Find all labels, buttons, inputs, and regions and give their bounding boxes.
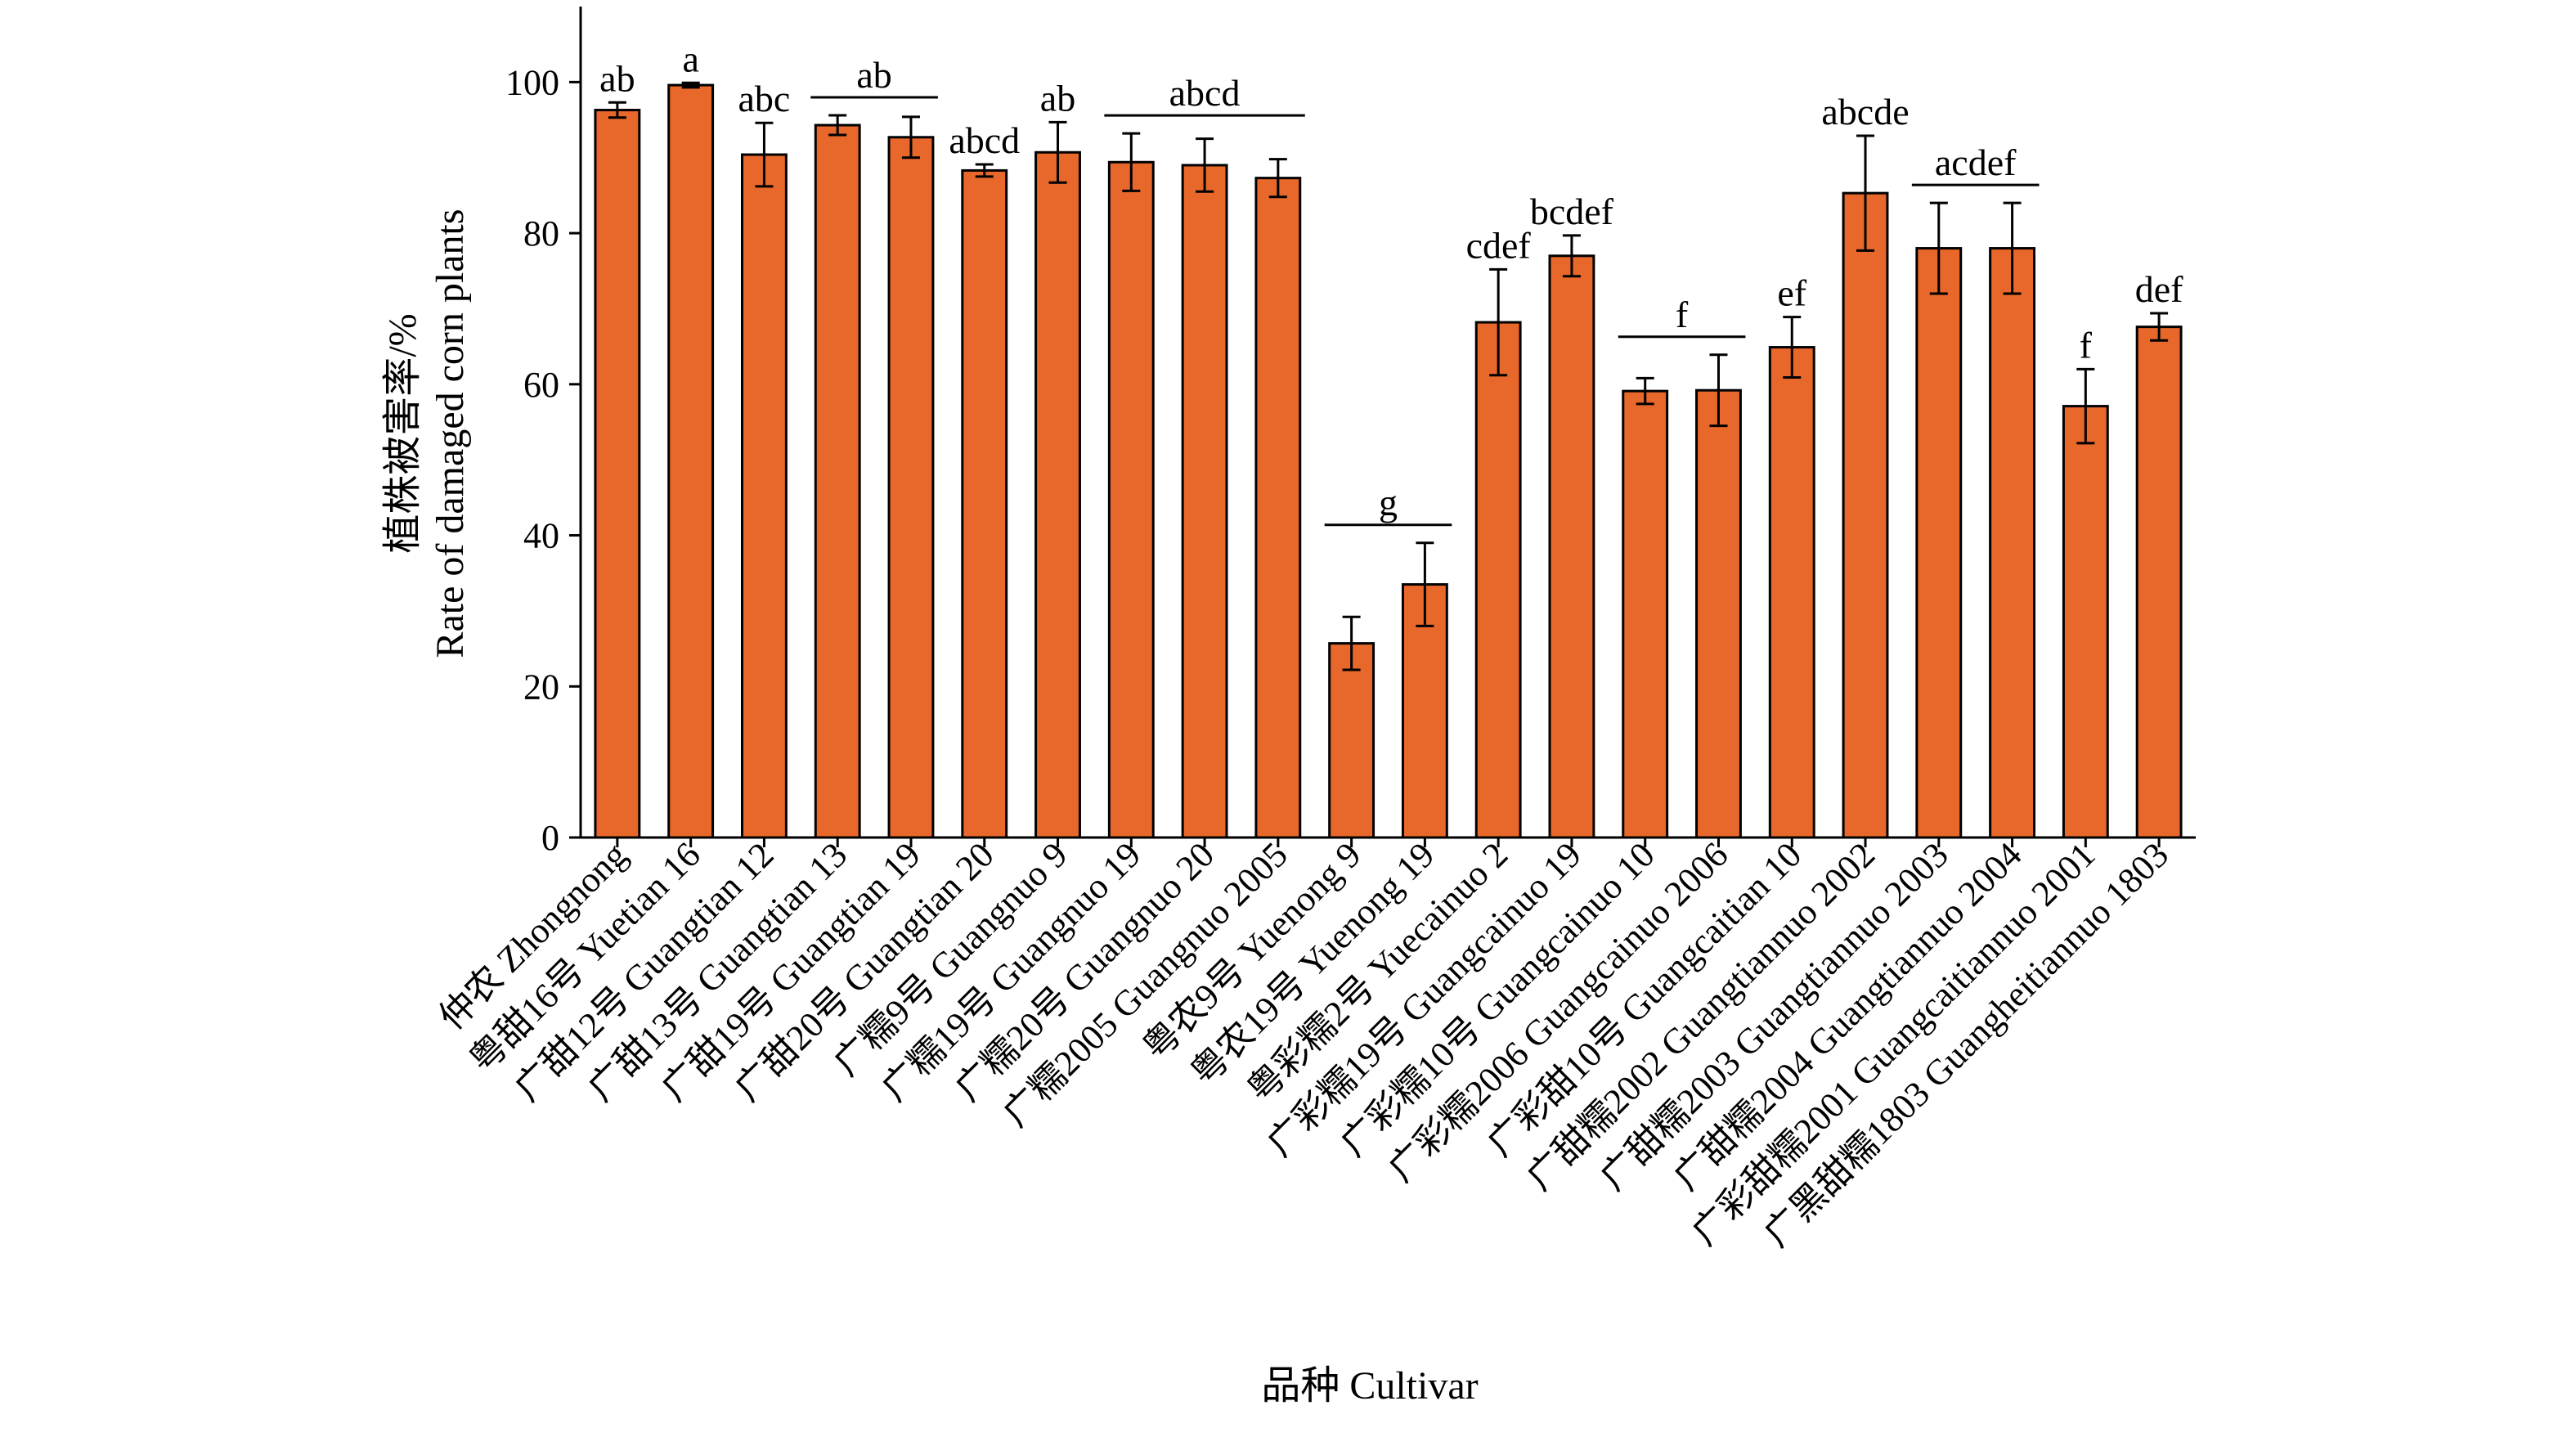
- error-bar: [1856, 134, 1875, 252]
- error-bar: [2150, 312, 2169, 342]
- significance-letter: f: [1676, 294, 1689, 335]
- significance-group: f: [2080, 324, 2093, 366]
- bar: [594, 109, 641, 839]
- bar: [741, 153, 788, 839]
- error-bar: [2076, 367, 2095, 445]
- y-axis-title-chinese: 植株被害率/%: [381, 313, 424, 553]
- significance-letter: abc: [738, 78, 791, 119]
- error-bars-layer: [608, 81, 2169, 671]
- significance-group: g: [1324, 482, 1452, 527]
- error-bar: [975, 163, 994, 178]
- significance-letter: abcd: [1169, 72, 1241, 114]
- y-tick-label: 60: [523, 365, 559, 405]
- bar: [1181, 164, 1228, 839]
- significance-letter: def: [2135, 268, 2183, 310]
- error-bar: [1342, 615, 1361, 671]
- error-bar: [1783, 316, 1802, 379]
- significance-group: abcd: [1104, 72, 1305, 117]
- bar: [1328, 642, 1376, 839]
- significance-letter: ef: [1777, 272, 1806, 314]
- y-tick-label: 0: [541, 818, 559, 858]
- significance-letter: ab: [599, 57, 635, 99]
- bar: [1034, 150, 1081, 839]
- bar: [2062, 405, 2109, 839]
- bar: [1474, 321, 1522, 839]
- significance-group: def: [2135, 268, 2183, 310]
- significance-group: abcd: [949, 119, 1020, 161]
- significance-letter: g: [1379, 482, 1398, 523]
- error-bar: [901, 115, 920, 159]
- significance-group: a: [682, 38, 698, 79]
- significance-group: abc: [738, 78, 791, 119]
- error-bar: [828, 114, 847, 137]
- significance-group: ef: [1777, 272, 1806, 314]
- bar: [667, 83, 715, 839]
- error-bar: [1929, 201, 1948, 295]
- error-bar: [2003, 201, 2022, 295]
- bar: [1622, 389, 1669, 839]
- significance-group: ab: [1040, 77, 1075, 119]
- significance-group: cdef: [1466, 224, 1532, 266]
- error-bar: [1489, 267, 1508, 377]
- bar: [1695, 388, 1742, 839]
- significance-letter: cdef: [1466, 224, 1532, 266]
- bar: [1989, 247, 2036, 839]
- error-bar: [755, 121, 774, 188]
- significance-letter: ab: [856, 54, 891, 96]
- significance-group: acdef: [1911, 141, 2040, 186]
- bar: [2135, 326, 2183, 839]
- error-bar: [1636, 376, 1654, 406]
- bar: [1254, 177, 1302, 839]
- error-bar: [1416, 541, 1434, 627]
- x-axis-title: 品种 Cultivar: [1261, 1364, 1478, 1408]
- bar: [1768, 346, 1815, 839]
- error-bar: [1562, 234, 1581, 278]
- error-bar: [1122, 132, 1141, 192]
- error-bar: [1196, 137, 1214, 193]
- error-bar: [608, 101, 626, 119]
- significance-letter: f: [2080, 324, 2093, 366]
- bar: [814, 123, 861, 839]
- bar: [961, 168, 1008, 839]
- significance-group: f: [1618, 294, 1746, 339]
- significance-letter: acdef: [1935, 141, 2017, 183]
- bar: [887, 136, 935, 839]
- error-bar: [681, 81, 700, 89]
- y-tick-label: 40: [523, 516, 559, 556]
- significance-group: abcde: [1821, 91, 1909, 132]
- significance-letter: ab: [1040, 77, 1075, 119]
- y-tick-label: 100: [505, 62, 559, 102]
- significance-letter: bcdef: [1530, 191, 1614, 232]
- significance-letter: a: [682, 38, 698, 79]
- error-bar: [1048, 120, 1067, 184]
- significance-group: ab: [810, 54, 938, 99]
- error-bar: [1709, 353, 1728, 428]
- bar: [1842, 191, 1889, 839]
- bar: [1107, 160, 1155, 839]
- significance-letter: abcd: [949, 119, 1020, 161]
- bar: [1548, 254, 1595, 839]
- y-axis-title-english: Rate of damaged corn plants: [429, 209, 472, 658]
- significance-letter: abcde: [1821, 91, 1909, 132]
- y-tick-label: 80: [523, 213, 559, 254]
- y-tick-label: 20: [523, 667, 559, 707]
- bar: [1915, 247, 1963, 839]
- significance-group: ab: [599, 57, 635, 99]
- axis-titles-layer: 植株被害率/% Rate of damaged corn plants 品种 C…: [381, 209, 1479, 1408]
- bars-layer: [594, 83, 2183, 839]
- significance-group: bcdef: [1530, 191, 1614, 232]
- error-bar: [1268, 158, 1287, 199]
